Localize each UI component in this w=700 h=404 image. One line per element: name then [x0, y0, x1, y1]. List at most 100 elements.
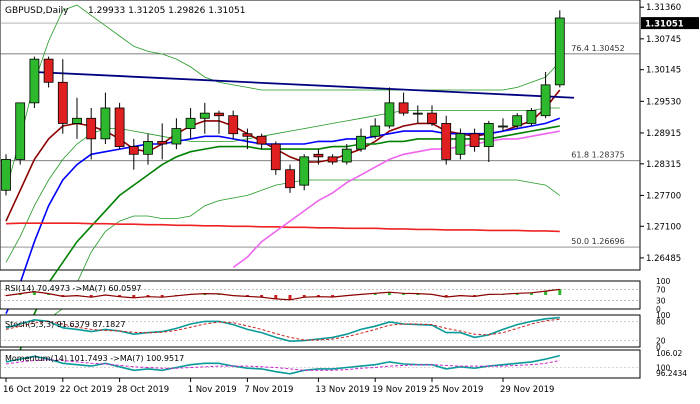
candle-body	[327, 156, 338, 163]
ohlc-readout: 1.29933 1.31205 1.29826 1.31051	[88, 6, 245, 16]
candle-body	[341, 148, 352, 163]
candle-body	[398, 102, 409, 114]
candle-body	[299, 156, 310, 186]
stoch-label: Stoch(5,3,3) 91.6379 87.1827	[5, 320, 125, 329]
price-tick-label: 1.30145	[646, 66, 681, 76]
trendline	[34, 71, 575, 99]
candle-body	[143, 141, 153, 155]
stoch-tick-label: 20	[656, 337, 666, 346]
candle-body	[1, 159, 11, 191]
ma-ma_pink	[232, 130, 560, 269]
candle-body	[356, 135, 366, 150]
date-axis: 16 Oct 2019 22 Oct 2019 28 Oct 2019 1 Nov 2…	[3, 378, 554, 395]
rsi-line	[5, 288, 560, 301]
stoch-d-line	[5, 318, 560, 341]
price-tick-label: 1.30745	[646, 35, 681, 45]
band-lower	[6, 179, 561, 335]
current-price-box	[641, 17, 699, 30]
stoch-tick-label: 100	[656, 311, 671, 320]
rsi-tick-label: 0	[656, 305, 661, 314]
momentum-line	[5, 354, 560, 375]
candle-body	[100, 107, 111, 140]
ma-ma_mid	[5, 117, 561, 315]
candle-body	[441, 123, 452, 160]
stoch-k-line	[5, 316, 560, 343]
candle-body	[15, 102, 26, 160]
ma-ma_slow	[5, 125, 560, 376]
candle-body	[270, 143, 281, 171]
chart-title: GBPUSD,Daily	[5, 6, 69, 16]
candle-body	[412, 112, 423, 115]
rsi-tick-label: 30	[656, 297, 666, 306]
price-tick-label: 1.27100	[646, 222, 681, 232]
momentum-label: Momentum(14) 101.7493 ->MA(7) 100.9517	[5, 354, 184, 363]
momentum-tick-label: 96.2434	[656, 369, 687, 378]
candle-body	[554, 17, 565, 86]
price-tick-label: 1.26485	[646, 254, 681, 264]
candle-body	[313, 153, 324, 158]
candle-body	[214, 112, 224, 117]
date-tick-label: 1 Nov 2019	[188, 385, 237, 395]
candle-body	[526, 110, 537, 124]
candle-body	[228, 115, 239, 135]
rsi-tick-label: 70	[656, 285, 666, 294]
trendline-line	[34, 71, 575, 99]
candle-body	[57, 81, 68, 124]
price-tick-label: 1.29530	[646, 97, 681, 107]
candle-body	[242, 133, 253, 137]
candle-body	[469, 133, 480, 147]
candle-body	[370, 125, 381, 137]
date-tick-label: 25 Nov 2019	[429, 385, 483, 395]
candle-body	[384, 102, 395, 127]
candle-body	[483, 123, 494, 147]
price-tick-label: 1.31360	[646, 3, 681, 13]
candle-body	[157, 141, 168, 145]
candle-body	[128, 146, 139, 155]
candle-body	[72, 117, 82, 124]
fib-label: 76.4 1.30452	[571, 44, 624, 53]
current-price-label: 1.31051	[645, 20, 684, 30]
candle-body	[185, 117, 196, 129]
candle-body	[498, 125, 508, 128]
rsi-tick-label: 100	[656, 277, 671, 286]
date-tick-label: 16 Oct 2019	[3, 385, 56, 395]
candle-body	[29, 58, 40, 104]
momentum-tick-label: 100	[656, 364, 671, 373]
date-tick-label: 29 Nov 2019	[500, 385, 554, 395]
date-tick-label: 13 Nov 2019	[315, 385, 369, 395]
candle-body	[86, 117, 97, 140]
fib-label: 50.0 1.26696	[571, 237, 624, 246]
date-tick-label: 28 Oct 2019	[117, 385, 170, 395]
date-tick-label: 19 Nov 2019	[372, 385, 426, 395]
candle-body	[256, 135, 267, 145]
candle-body	[171, 128, 182, 145]
stoch-tick-label: 0	[656, 343, 661, 352]
rsi-label: RSI(14) 70.4973 ->MA(7) 60.0597	[5, 284, 142, 293]
fib-label: 61.8 1.28375	[571, 151, 624, 160]
moving-averages	[5, 89, 561, 376]
candle-body	[512, 115, 523, 127]
candle-body	[540, 84, 551, 117]
date-tick-label: 7 Nov 2019	[244, 385, 293, 395]
price-tick-label: 1.28315	[646, 160, 681, 170]
stoch-tick-label: 80	[656, 317, 666, 326]
candle-body	[455, 133, 466, 155]
price-tick-label: 1.28915	[646, 129, 681, 139]
candles	[1, 10, 565, 196]
candle-body	[427, 112, 437, 124]
candle-body	[43, 58, 54, 83]
price-tick-label: 1.27700	[646, 191, 681, 201]
bands	[5, 4, 561, 335]
momentum-ma-line	[5, 359, 560, 371]
candle-body	[114, 107, 125, 147]
date-tick-label: 22 Oct 2019	[60, 385, 113, 395]
ma-ma_fast	[5, 89, 561, 222]
candle-body	[199, 112, 210, 119]
momentum-tick-label: 106.02	[656, 349, 682, 358]
candle-body	[285, 169, 295, 189]
